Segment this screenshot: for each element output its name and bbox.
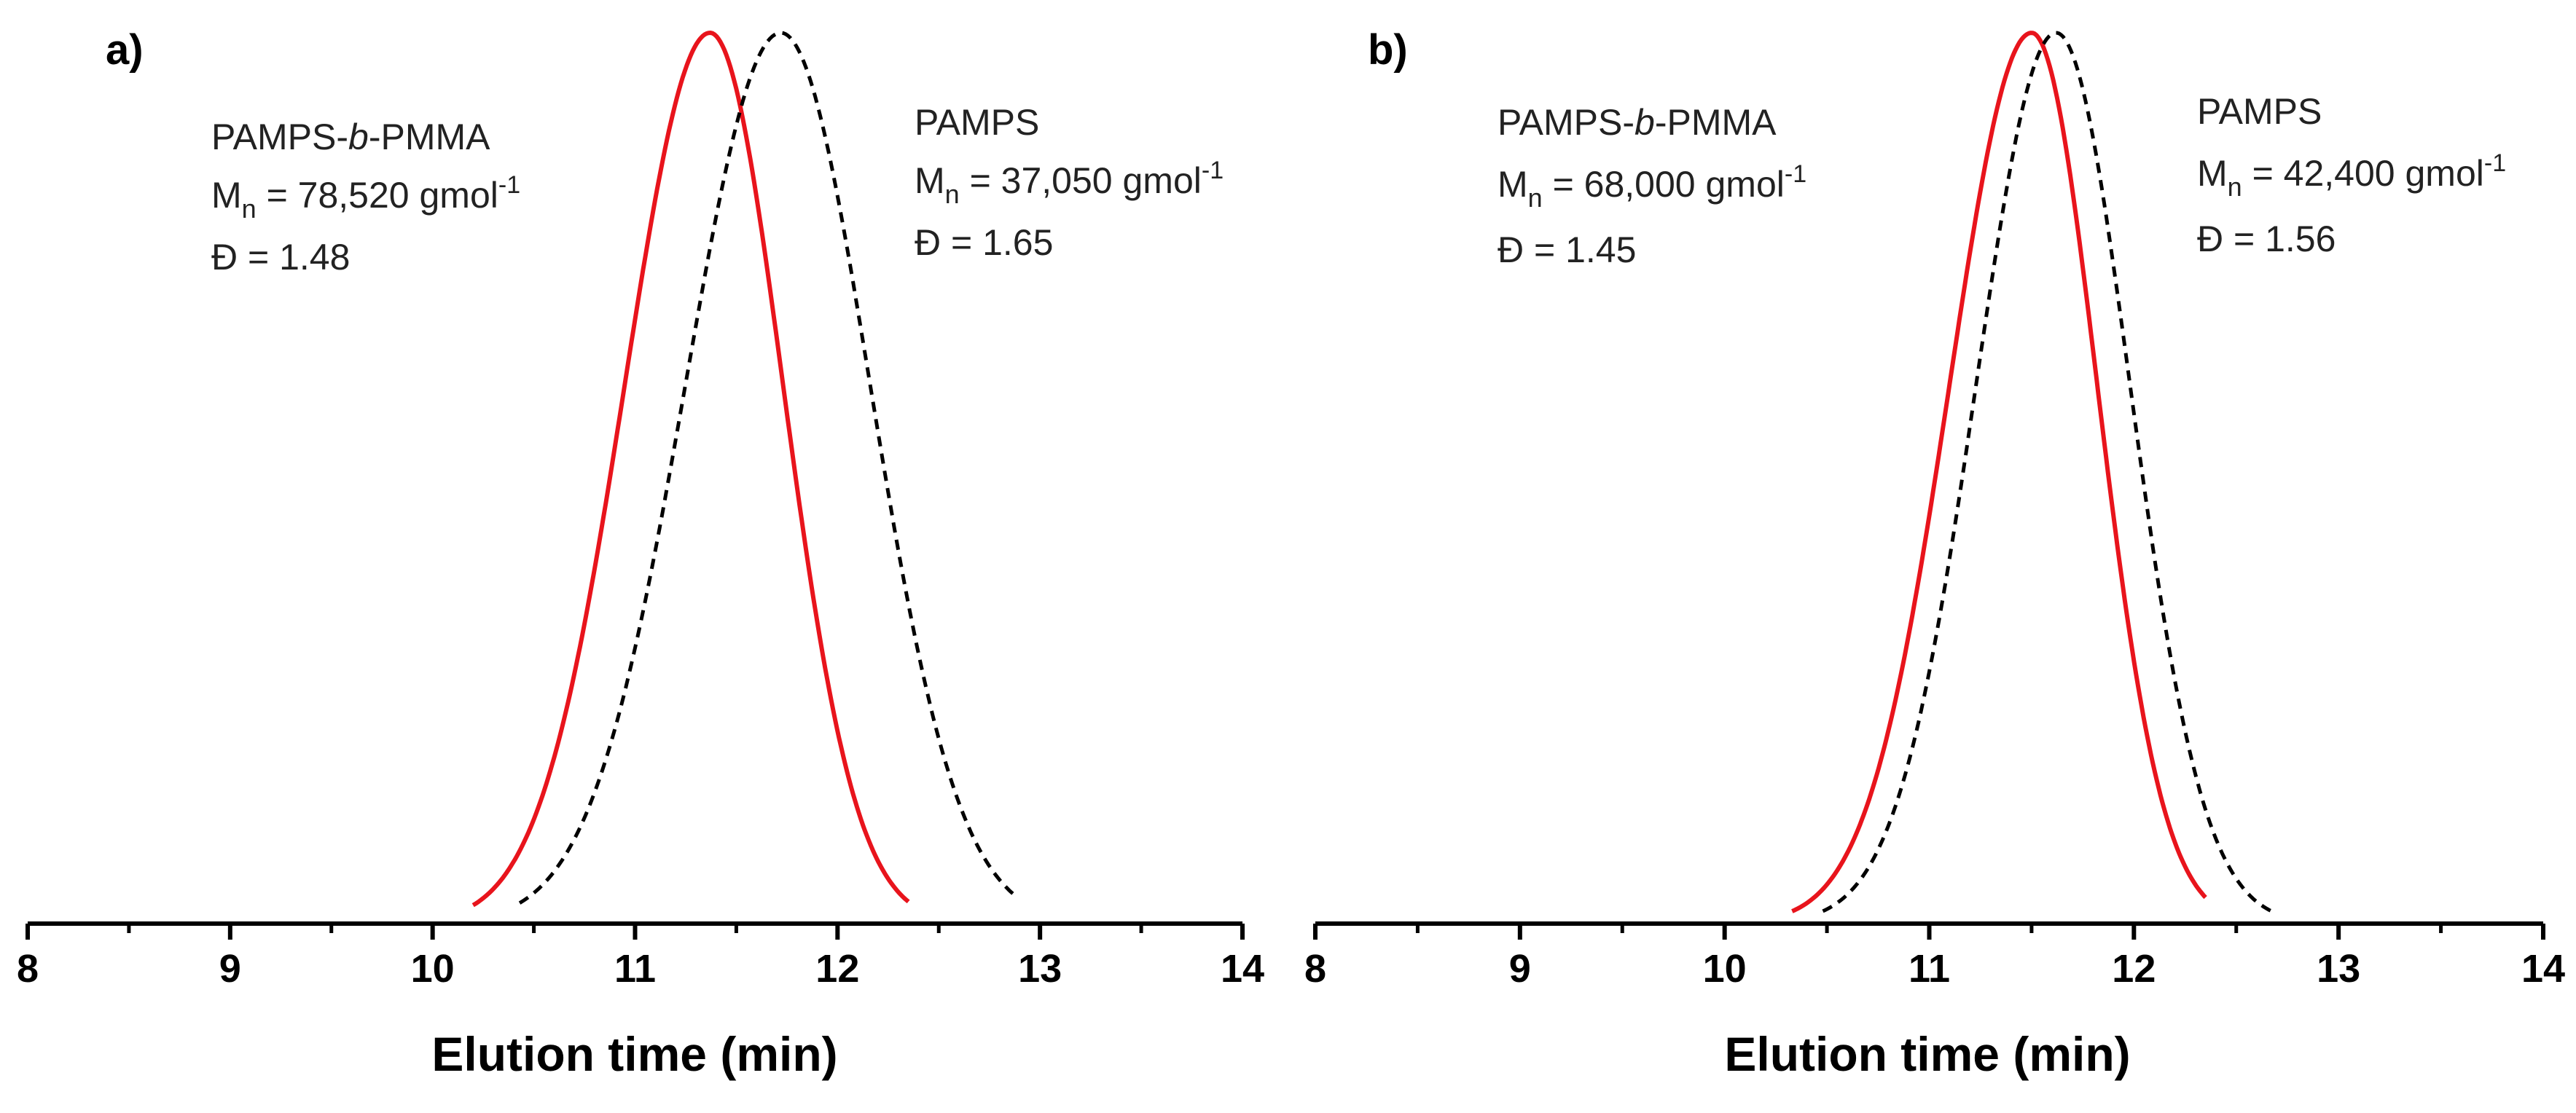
panel-label-b: b)	[1368, 26, 1408, 74]
anno-b-homopolymer-name: PAMPS	[2197, 91, 2322, 132]
x-tick-label: 11	[1908, 947, 1950, 991]
anno-b-copolymer-mn: Mn = 68,000 gmol-1	[1498, 160, 1806, 213]
x-tick-label: 12	[815, 947, 859, 991]
anno-a-copolymer-name: PAMPS-b-PMMA	[211, 117, 490, 157]
x-tick-label: 10	[1703, 947, 1747, 991]
panel-b-curves	[1791, 31, 2272, 913]
x-axis-title-a: Elution time (min)	[431, 1027, 837, 1081]
anno-a-homopolymer-dispersity: Đ = 1.65	[915, 222, 1053, 263]
x-tick-label: 8	[1304, 947, 1326, 991]
x-tick-label: 10	[411, 947, 455, 991]
anno-a-copolymer-mn: Mn = 78,520 gmol-1	[211, 171, 520, 224]
series-line-pamps-b-pmma	[471, 31, 910, 908]
panel-b-ticks: 8 9 10 11 12 13 14	[1304, 924, 2565, 991]
anno-a-homopolymer-mn: Mn = 37,050 gmol-1	[915, 157, 1224, 209]
anno-b-homopolymer-dispersity: Đ = 1.56	[2197, 219, 2336, 259]
anno-b-copolymer-dispersity: Đ = 1.45	[1498, 229, 1636, 270]
panel-a-ticks: 8 9 10 11 12 13 14	[17, 924, 1264, 991]
anno-a-copolymer-dispersity: Đ = 1.48	[211, 237, 350, 278]
series-line-pamps	[1822, 31, 2272, 913]
anno-b-homopolymer-mn: Mn = 42,400 gmol-1	[2197, 149, 2506, 202]
panel-label-a: a)	[106, 26, 144, 74]
series-line-pamps-b-pmma	[1791, 31, 2207, 913]
panel-b: b) 8 9 10 11 12 13 14 Elution time (min) PAMPS…	[1304, 26, 2565, 1081]
x-tick-label: 8	[17, 947, 39, 991]
x-tick-label: 9	[219, 947, 241, 991]
panel-a-curves	[471, 31, 1017, 908]
x-tick-label: 9	[1509, 947, 1531, 991]
x-tick-label: 12	[2112, 947, 2156, 991]
anno-b-copolymer-name: PAMPS-b-PMMA	[1498, 102, 1777, 143]
x-tick-label: 14	[2521, 947, 2565, 991]
panel-a: a) 8 9 10 11 12 13 14 Elution time (min) PAMPS…	[17, 26, 1264, 1081]
x-tick-label: 11	[614, 947, 656, 991]
x-tick-label: 14	[1221, 947, 1264, 991]
x-axis-title-b: Elution time (min)	[1724, 1027, 2130, 1081]
x-tick-label: 13	[2317, 947, 2360, 991]
series-line-pamps	[518, 31, 1017, 905]
x-tick-label: 13	[1018, 947, 1062, 991]
anno-a-homopolymer-name: PAMPS	[915, 102, 1039, 143]
